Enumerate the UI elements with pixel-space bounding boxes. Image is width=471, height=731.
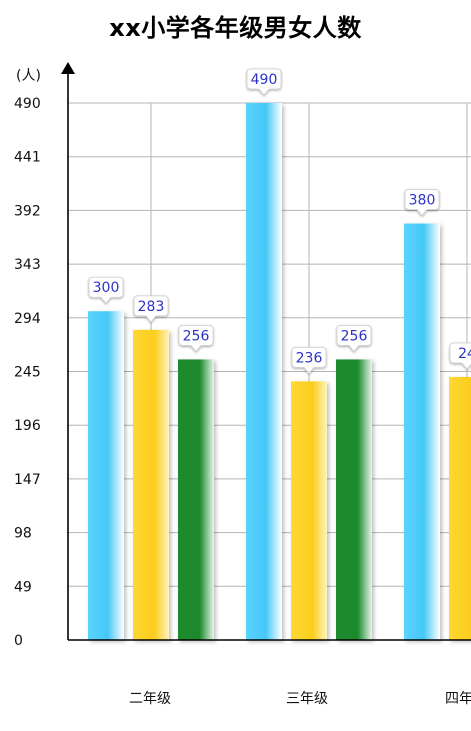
value-bubble [133,295,169,323]
value-bubble [178,325,214,353]
value-bubble [246,68,282,96]
bars [88,103,471,640]
value-bubble [404,189,440,217]
y-tick-label: 49 [14,579,32,595]
y-tick-label: 441 [14,150,41,166]
value-label: 24 [458,346,471,362]
value-labels: 300 490 380 283 236 24 256 256 [88,68,471,374]
bar [291,381,327,640]
y-tick-label: 294 [14,311,41,327]
value-label: 300 [93,280,120,296]
y-tick-label: 245 [14,365,41,381]
bar [178,359,214,640]
value-bubble-shape [291,346,327,374]
bar [404,223,440,640]
y-tick-label: 392 [14,203,41,219]
y-axis-arrow [61,62,75,74]
value-bubble [336,325,372,353]
value-bubble-shape [246,68,282,96]
value-bubble-shape [178,325,214,353]
y-tick-label: 490 [14,96,41,112]
value-bubble-shape [88,276,124,304]
value-label: 256 [183,328,210,344]
bar [88,311,124,640]
bar [449,376,471,640]
value-bubble [88,276,124,304]
value-bubble-shape [404,189,440,217]
bar [133,329,169,640]
chart-title: xx小学各年级男女人数 [109,14,362,42]
y-axis-unit-label: (人) [16,68,41,84]
value-bubble-shape [133,295,169,323]
y-tick-label: 98 [14,526,32,542]
axes: 0 49 98 147 196 245 294 343 392 441 490 (人) 二年级 三年级 四年 [14,62,471,707]
x-category-label: 三年级 [286,691,328,707]
value-label: 380 [409,193,436,209]
value-bubble-shape [449,342,471,370]
value-label: 256 [341,328,368,344]
bar [336,359,372,640]
y-tick-label: 196 [14,418,41,434]
value-bubble-shape [336,325,372,353]
y-tick-label: 343 [14,257,41,273]
x-category-label: 四年 [445,691,471,707]
value-bubble [291,346,327,374]
value-bubble [449,342,471,370]
value-label: 490 [251,72,278,88]
value-label: 236 [296,350,323,366]
y-tick-label: 0 [14,633,23,649]
bar [246,103,282,640]
value-label: 283 [138,299,165,315]
x-category-label: 二年级 [129,691,171,707]
y-tick-label: 147 [14,472,41,488]
